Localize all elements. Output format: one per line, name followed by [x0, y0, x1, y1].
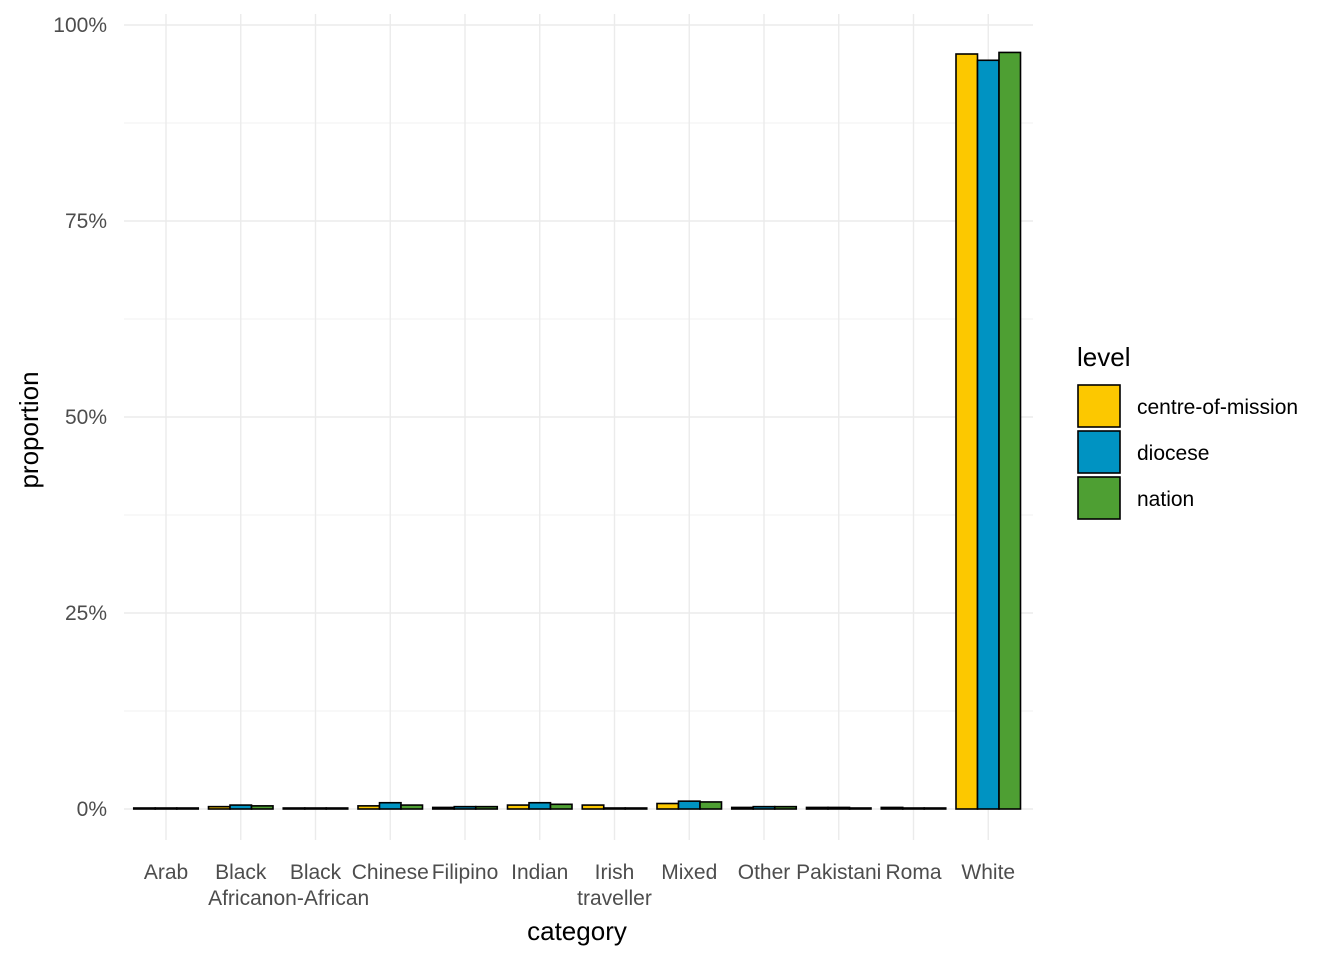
bar [453, 805, 477, 810]
x-tick-label-line: Indian [511, 861, 568, 884]
x-tick-label: Black non-African [262, 861, 369, 910]
x-tick-label: Chinese [352, 861, 429, 884]
legend-label: nation [1137, 488, 1194, 511]
bar [581, 804, 605, 810]
bar [250, 805, 274, 810]
x-tick-label-line: Roma [885, 861, 941, 884]
bar [528, 801, 552, 810]
bar [624, 807, 648, 810]
x-tick-label-line: White [961, 861, 1015, 884]
bar [282, 807, 306, 810]
x-tick-label-line: Pakistani [796, 861, 881, 884]
bar [378, 801, 402, 810]
bar [549, 803, 573, 810]
legend: level centre-of-mission diocese nation [1077, 342, 1298, 520]
x-tick-label-line: Mixed [661, 861, 717, 884]
bar [955, 53, 979, 810]
bar [730, 806, 755, 810]
bar [400, 804, 424, 810]
bar [677, 800, 701, 810]
bar [699, 801, 723, 810]
legend-label: diocese [1137, 442, 1209, 465]
x-tick-label: Pakistani [796, 861, 881, 884]
bar [827, 806, 851, 810]
bar [923, 807, 947, 810]
bar [848, 807, 872, 810]
x-tick-label: Mixed [661, 861, 717, 884]
bar [880, 806, 904, 810]
x-tick-label: Indian [511, 861, 568, 884]
x-axis-title: category [527, 916, 627, 946]
x-tick-label: Filipino [432, 861, 499, 884]
x-tick-label-line: Arab [144, 861, 188, 884]
bar [357, 805, 381, 810]
bar [175, 807, 200, 810]
legend-key [1077, 476, 1121, 520]
bar [506, 804, 530, 810]
legend-title: level [1077, 342, 1130, 372]
bar [773, 805, 798, 810]
bar [901, 807, 926, 810]
bar [805, 806, 829, 810]
bars [132, 51, 1022, 810]
bar [474, 805, 499, 810]
bar [998, 51, 1022, 810]
bar [325, 807, 349, 810]
x-tick-label-line: traveller [577, 887, 652, 910]
x-tick-label: Irish traveller [577, 861, 652, 910]
y-tick-label: 50% [65, 406, 107, 429]
legend-key [1077, 430, 1121, 474]
y-tick-label: 25% [65, 602, 107, 625]
bar [154, 807, 178, 810]
x-tick-label: Roma [885, 861, 941, 884]
bar [976, 59, 1000, 810]
bar [602, 807, 627, 810]
x-tick-label: Black African [208, 861, 273, 910]
y-tick-label: 100% [53, 14, 107, 37]
x-tick-label-line: African [208, 887, 273, 910]
x-tick-label: Arab [144, 861, 188, 884]
y-axis-ticks: 0% 25% 50% 75% 100% [53, 14, 107, 821]
x-tick-label: Other [738, 861, 791, 884]
x-tick-label-line: Other [738, 861, 791, 884]
bar [132, 807, 157, 810]
legend-key [1077, 384, 1121, 428]
bar [656, 802, 680, 810]
y-axis-title: proportion [14, 371, 44, 488]
x-tick-label-line: Irish [595, 861, 635, 884]
x-tick-label-line: Chinese [352, 861, 429, 884]
x-tick-label-line: non-African [262, 887, 369, 910]
bar [752, 805, 776, 810]
x-axis-ticks: Arab Black African Black non-African Chinese F… [144, 861, 1015, 910]
bar [207, 805, 231, 810]
x-tick-label-line: Black [290, 861, 342, 884]
bar [229, 804, 253, 810]
x-tick-label-line: Black [215, 861, 267, 884]
bar [431, 806, 456, 810]
bar [303, 807, 328, 810]
x-tick-label: White [961, 861, 1015, 884]
grid [124, 14, 1033, 840]
y-tick-label: 75% [65, 210, 107, 233]
legend-label: centre-of-mission [1137, 396, 1298, 419]
y-tick-label: 0% [77, 798, 107, 821]
x-tick-label-line: Filipino [432, 861, 499, 884]
